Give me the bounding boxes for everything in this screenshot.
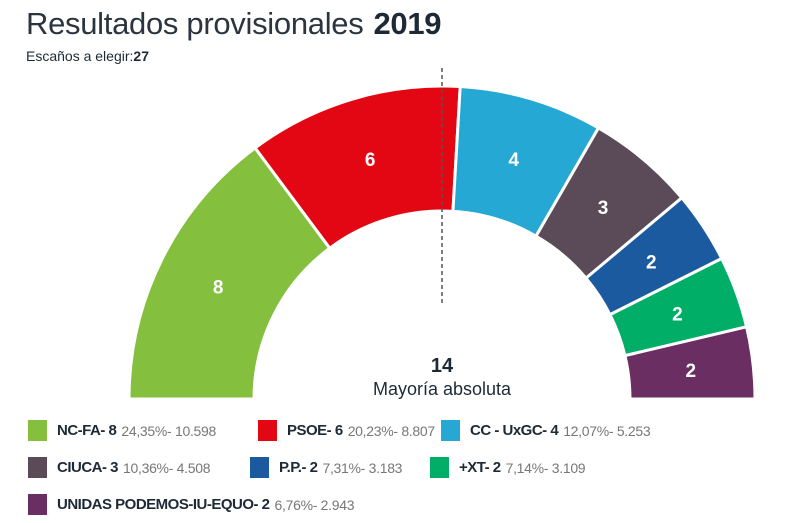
majority-value: 14 <box>430 355 454 377</box>
legend-swatch <box>441 420 460 441</box>
subtitle: Escaños a elegir:27 <box>26 48 149 64</box>
legend-party: CC - UxGC- 4 <box>470 422 559 439</box>
title-text: Resultados provisionales <box>26 6 364 41</box>
legend-party: PSOE- 6 <box>287 422 343 439</box>
legend-party: CIUCA- 3 <box>57 459 119 476</box>
seat-label: 6 <box>365 150 376 171</box>
segment-unidas-podemos-iu-equo <box>623 325 757 401</box>
seat-label: 8 <box>213 278 224 299</box>
legend-item: CC - UxGC- 4 12,07%- 5.253 <box>441 420 651 441</box>
majority-text: Mayoría absoluta <box>372 379 512 399</box>
seat-label: 2 <box>646 252 657 273</box>
legend-swatch <box>430 457 449 478</box>
legend-stats: 10,36%- 4.508 <box>123 459 211 476</box>
legend-party: NC-FA- 8 <box>57 422 117 439</box>
legend-item: UNIDAS PODEMOS-IU-EQUO- 2 6,76%- 2.943 <box>28 494 355 515</box>
legend-item: +XT- 2 7,14%- 3.109 <box>430 457 586 478</box>
legend-party: UNIDAS PODEMOS-IU-EQUO- 2 <box>57 496 270 513</box>
subtitle-label: Escaños a elegir: <box>26 48 134 64</box>
majority-label: 14 Mayoría absoluta <box>342 355 542 400</box>
legend-stats: 20,23%- 8.807 <box>347 422 435 439</box>
seat-label: 2 <box>686 361 697 382</box>
legend-swatch <box>28 457 47 478</box>
seat-label: 3 <box>598 198 609 219</box>
legend-party: P.P.- 2 <box>279 459 318 476</box>
legend-swatch <box>28 494 47 515</box>
legend-item: NC-FA- 8 24,35%- 10.598 <box>28 420 216 441</box>
legend-swatch <box>28 420 47 441</box>
legend-stats: 7,31%- 3.183 <box>322 459 403 476</box>
legend-stats: 12,07%- 5.253 <box>563 422 651 439</box>
seat-label: 4 <box>509 150 520 171</box>
legend-item: P.P.- 2 7,31%- 3.183 <box>250 457 402 478</box>
legend-swatch <box>258 420 277 441</box>
legend-swatch <box>250 457 269 478</box>
legend-stats: 24,35%- 10.598 <box>121 422 216 439</box>
legend-party: +XT- 2 <box>459 459 501 476</box>
legend-item: PSOE- 6 20,23%- 8.807 <box>258 420 435 441</box>
legend-stats: 7,14%- 3.109 <box>505 459 586 476</box>
title-year: 2019 <box>373 6 442 41</box>
seat-label: 2 <box>672 304 683 325</box>
subtitle-value: 27 <box>133 48 149 64</box>
page-title: Resultados provisionales 2019 <box>26 6 442 42</box>
legend-item: CIUCA- 3 10,36%- 4.508 <box>28 457 210 478</box>
legend-stats: 6,76%- 2.943 <box>274 496 355 513</box>
